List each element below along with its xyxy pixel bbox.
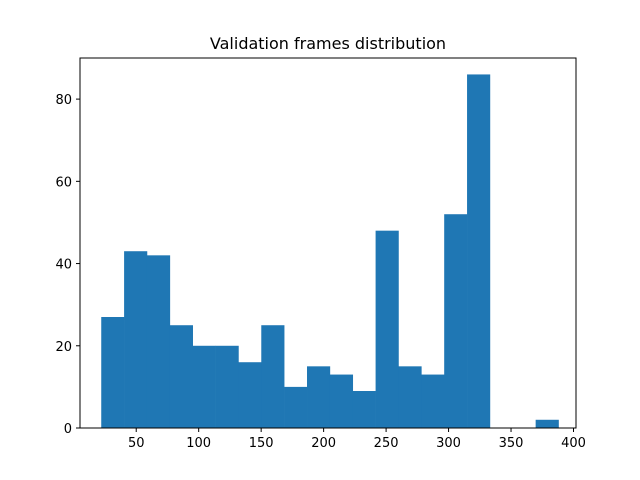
histogram-bar-11 xyxy=(352,391,376,428)
histogram-bar-3 xyxy=(169,325,193,428)
x-axis: 50 100 150 200 250 300 350 400 xyxy=(128,428,586,451)
histogram-bar-14 xyxy=(421,374,445,428)
histogram-bar-0 xyxy=(101,317,125,428)
x-tick-label: 400 xyxy=(561,436,586,451)
x-tick-label: 350 xyxy=(499,436,524,451)
y-tick-label: 80 xyxy=(55,93,72,108)
y-axis: 0 20 40 60 80 xyxy=(55,93,80,437)
x-tick-label: 150 xyxy=(249,436,274,451)
y-tick-label: 40 xyxy=(55,258,72,273)
histogram-bar-6 xyxy=(238,362,262,428)
histogram-bar-10 xyxy=(329,374,354,428)
y-tick-label: 60 xyxy=(55,175,72,190)
histogram-bar-12 xyxy=(375,230,399,428)
histogram-bar-9 xyxy=(307,366,331,428)
histogram-bar-7 xyxy=(261,325,285,428)
x-tick-label: 50 xyxy=(128,436,145,451)
histogram-bar-4 xyxy=(192,345,216,428)
x-tick-label: 200 xyxy=(311,436,336,451)
histogram-bar-8 xyxy=(284,386,308,428)
histogram-bar-13 xyxy=(398,366,422,428)
x-tick-label: 250 xyxy=(374,436,399,451)
chart-title: Validation frames distribution xyxy=(210,34,446,53)
histogram-bar-2 xyxy=(146,255,171,428)
histogram-bar-16 xyxy=(467,74,491,428)
bars-group xyxy=(101,74,559,428)
histogram-bar-15 xyxy=(444,214,468,428)
histogram-bar-5 xyxy=(215,345,239,428)
histogram-bar-19 xyxy=(535,419,559,428)
y-tick-label: 20 xyxy=(55,340,72,355)
x-tick-label: 100 xyxy=(186,436,211,451)
histogram-bar-1 xyxy=(124,251,148,428)
y-tick-label: 0 xyxy=(64,422,72,437)
plot-frame xyxy=(79,57,577,429)
x-tick-label: 300 xyxy=(436,436,461,451)
